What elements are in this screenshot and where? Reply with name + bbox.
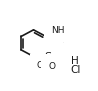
Text: NH: NH — [51, 26, 65, 35]
Text: S: S — [44, 52, 52, 62]
Text: O: O — [37, 61, 44, 70]
Text: O: O — [48, 63, 55, 71]
Text: Cl: Cl — [71, 65, 81, 75]
Text: H: H — [71, 56, 78, 66]
